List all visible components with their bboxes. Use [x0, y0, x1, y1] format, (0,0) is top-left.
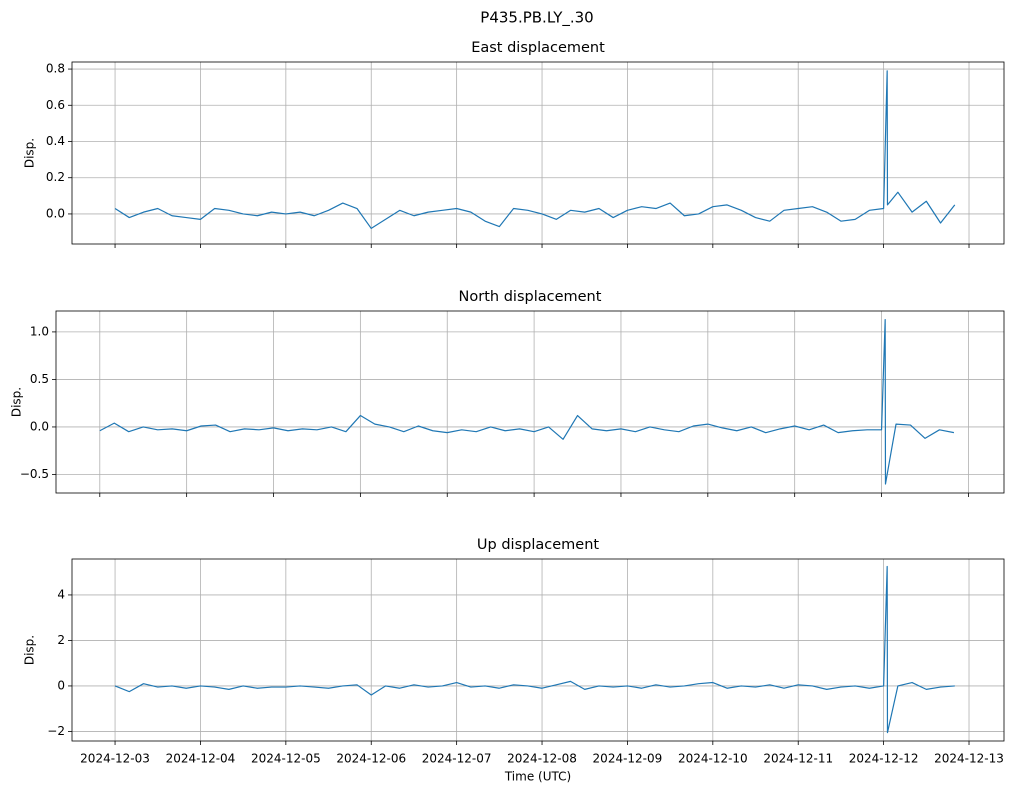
y-tick-label: 0.0	[30, 419, 49, 433]
y-axis-label: Disp.	[23, 635, 37, 665]
y-tick-label: 0.2	[46, 170, 65, 184]
x-tick-label: 2024-12-11	[763, 752, 833, 766]
x-tick-label: 2024-12-12	[849, 752, 919, 766]
y-axis-label: Disp.	[10, 387, 24, 417]
data-line	[114, 70, 956, 230]
y-tick-label: 0.8	[46, 62, 65, 76]
axes-title: North displacement	[459, 289, 602, 305]
data-line	[99, 318, 955, 485]
y-tick-label: 0.0	[46, 206, 65, 220]
x-tick-label: 2024-12-13	[934, 752, 1004, 766]
x-tick-label: 2024-12-06	[336, 752, 406, 766]
x-tick-label: 2024-12-09	[593, 752, 663, 766]
axes-frame	[71, 61, 1005, 245]
x-tick-label: 2024-12-03	[80, 752, 150, 766]
x-tick-label: 2024-12-04	[166, 752, 236, 766]
y-tick-label: 0.5	[30, 372, 49, 386]
x-tick-label: 2024-12-05	[251, 752, 321, 766]
x-tick-label: 2024-12-10	[678, 752, 748, 766]
y-tick-label: 4	[57, 587, 65, 601]
y-tick-label: 1.0	[30, 324, 49, 338]
y-tick-label: 0.4	[46, 134, 65, 148]
axes-frame	[55, 310, 1005, 494]
axes-title: Up displacement	[477, 537, 599, 553]
y-tick-label: 0.6	[46, 98, 65, 112]
data-line	[114, 565, 955, 734]
y-tick-label: −2	[47, 724, 65, 738]
x-axis-label: Time (UTC)	[504, 770, 571, 784]
axes-frame	[71, 558, 1005, 742]
x-tick-label: 2024-12-08	[507, 752, 577, 766]
y-tick-label: 0	[57, 678, 65, 692]
x-tick-label: 2024-12-07	[422, 752, 492, 766]
axes-title: East displacement	[471, 40, 605, 56]
figure-title: P435.PB.LY_.30	[480, 9, 593, 28]
y-axis-label: Disp.	[23, 138, 37, 168]
y-tick-label: −0.5	[20, 467, 49, 481]
y-tick-label: 2	[57, 633, 65, 647]
